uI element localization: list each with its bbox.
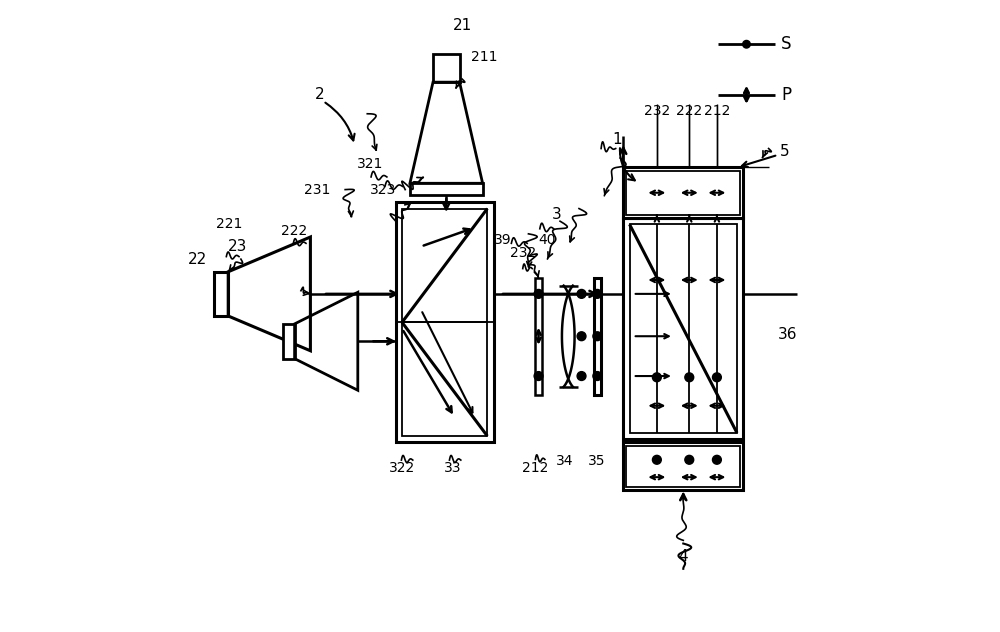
Bar bbox=[433, 54, 460, 82]
Circle shape bbox=[712, 373, 721, 382]
Bar bbox=[214, 272, 228, 316]
Circle shape bbox=[534, 372, 543, 380]
Circle shape bbox=[534, 289, 543, 298]
Text: 222: 222 bbox=[281, 224, 308, 238]
Text: 39: 39 bbox=[494, 233, 512, 247]
Text: 212: 212 bbox=[704, 104, 730, 118]
Text: 211: 211 bbox=[471, 50, 497, 64]
Text: 323: 323 bbox=[370, 183, 396, 197]
Text: 23: 23 bbox=[228, 239, 247, 254]
Text: P: P bbox=[781, 86, 791, 104]
Text: 36: 36 bbox=[778, 327, 797, 343]
Text: 40: 40 bbox=[539, 233, 556, 247]
Circle shape bbox=[577, 289, 586, 298]
Text: 221: 221 bbox=[216, 217, 243, 231]
Bar bbox=[626, 446, 740, 487]
Bar bbox=[396, 202, 494, 442]
Bar bbox=[623, 442, 743, 490]
Text: 35: 35 bbox=[588, 454, 605, 468]
Text: 33: 33 bbox=[444, 461, 461, 475]
Circle shape bbox=[685, 455, 694, 464]
Bar bbox=[594, 278, 601, 395]
Text: 3: 3 bbox=[552, 207, 562, 222]
Text: S: S bbox=[781, 35, 792, 53]
Text: 232: 232 bbox=[510, 246, 536, 260]
Text: 21: 21 bbox=[452, 18, 472, 33]
Circle shape bbox=[593, 332, 602, 341]
Text: 4: 4 bbox=[678, 549, 688, 564]
Circle shape bbox=[743, 40, 750, 48]
Text: 232: 232 bbox=[644, 104, 670, 118]
Bar bbox=[535, 278, 542, 395]
Text: 34: 34 bbox=[556, 454, 574, 468]
Text: 2: 2 bbox=[315, 87, 325, 102]
Bar bbox=[630, 224, 737, 433]
Bar bbox=[623, 167, 743, 218]
Text: 222: 222 bbox=[676, 104, 702, 118]
Circle shape bbox=[577, 332, 586, 341]
Bar bbox=[283, 324, 295, 359]
Bar bbox=[626, 171, 740, 215]
Bar bbox=[410, 183, 483, 195]
Text: 22: 22 bbox=[188, 252, 208, 267]
Circle shape bbox=[685, 373, 694, 382]
Text: 231: 231 bbox=[304, 183, 330, 197]
Circle shape bbox=[712, 455, 721, 464]
Circle shape bbox=[652, 455, 661, 464]
Circle shape bbox=[652, 373, 661, 382]
Bar bbox=[623, 218, 743, 439]
Bar bbox=[402, 209, 487, 436]
Text: 322: 322 bbox=[389, 461, 415, 475]
Text: 321: 321 bbox=[357, 157, 384, 171]
Circle shape bbox=[577, 372, 586, 380]
Text: 5: 5 bbox=[780, 144, 789, 159]
Circle shape bbox=[593, 289, 602, 298]
Text: 1: 1 bbox=[612, 131, 622, 147]
Text: 212: 212 bbox=[522, 461, 548, 475]
Circle shape bbox=[593, 372, 602, 380]
